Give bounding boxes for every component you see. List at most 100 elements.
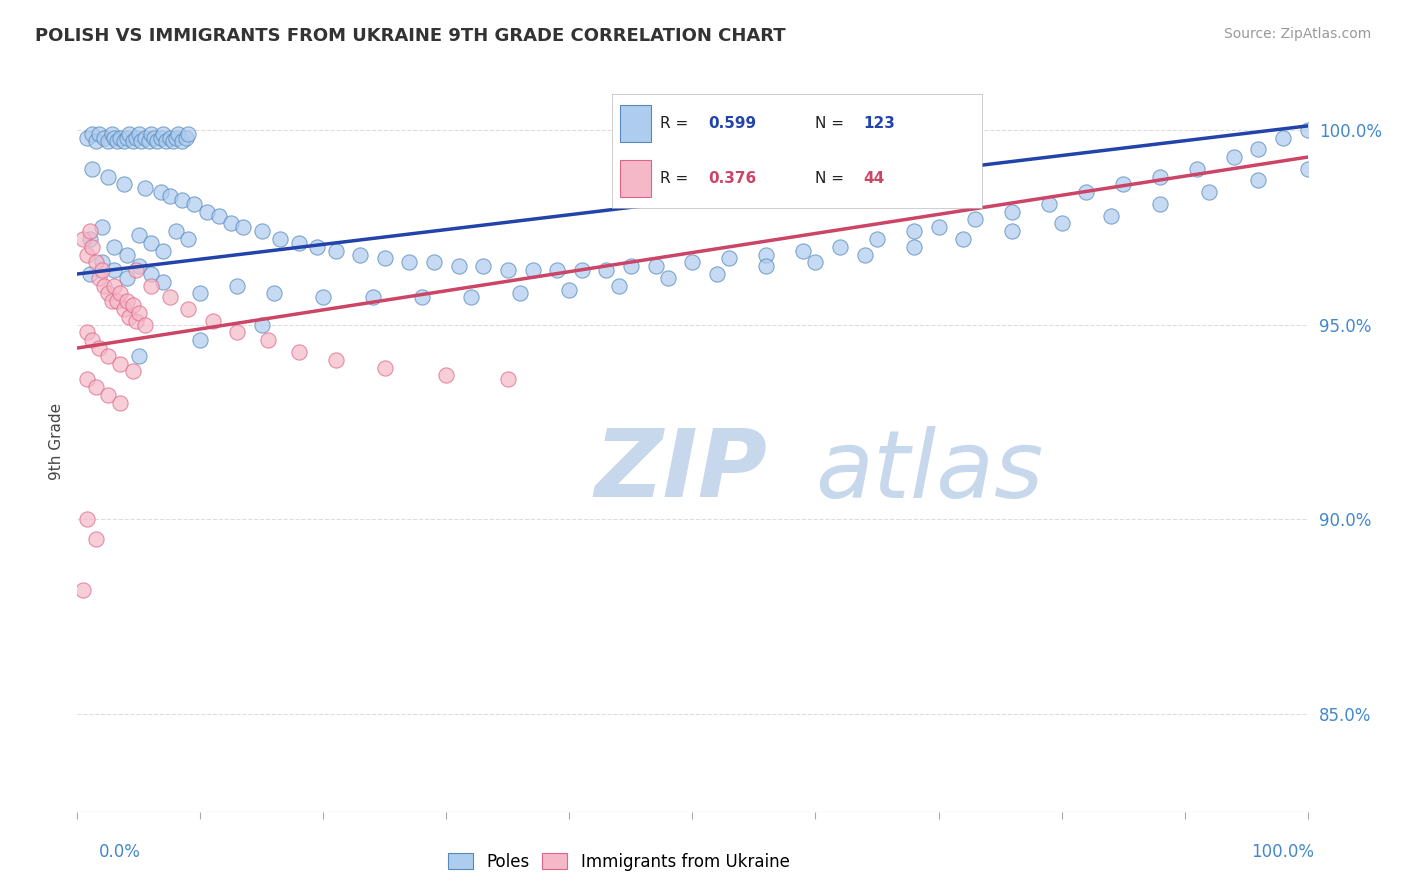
Point <box>105 135 128 149</box>
Point <box>1247 173 1270 187</box>
Point <box>263 286 285 301</box>
Point <box>125 314 148 328</box>
Point <box>155 135 177 149</box>
Point <box>257 333 280 347</box>
Text: 0.0%: 0.0% <box>98 843 141 861</box>
Point <box>112 135 135 149</box>
Point <box>226 278 249 293</box>
Point <box>90 220 114 235</box>
Point <box>103 130 125 145</box>
Point <box>361 290 384 304</box>
Point <box>546 263 568 277</box>
Point <box>103 263 125 277</box>
Point <box>307 240 329 254</box>
Point <box>325 352 347 367</box>
Point <box>718 252 741 266</box>
Point <box>72 582 94 597</box>
Point <box>97 169 120 184</box>
Point <box>79 267 101 281</box>
Point <box>134 181 156 195</box>
Point <box>110 286 132 301</box>
Point <box>112 301 135 316</box>
Point <box>103 278 125 293</box>
Point <box>447 259 470 273</box>
Point <box>90 255 114 269</box>
Text: Source: ZipAtlas.com: Source: ZipAtlas.com <box>1223 27 1371 41</box>
Point <box>150 185 173 199</box>
Point <box>903 240 925 254</box>
Point <box>84 380 107 394</box>
Point <box>188 286 212 301</box>
Point <box>141 235 163 250</box>
Point <box>830 240 852 254</box>
Point <box>152 275 174 289</box>
Point <box>142 130 165 145</box>
Point <box>82 161 104 176</box>
Point <box>82 333 104 347</box>
Point <box>152 244 174 258</box>
Point <box>165 130 187 145</box>
Point <box>866 232 889 246</box>
Point <box>183 197 205 211</box>
Point <box>121 135 143 149</box>
Point <box>1001 224 1024 238</box>
Point <box>226 326 249 340</box>
Point <box>325 244 347 258</box>
Point <box>1296 161 1319 176</box>
Point <box>1112 178 1135 192</box>
Point <box>105 294 128 309</box>
Point <box>152 127 174 141</box>
Point <box>288 235 311 250</box>
Point <box>165 224 187 238</box>
Point <box>509 286 531 301</box>
Point <box>89 341 111 355</box>
Point <box>174 130 197 145</box>
Point <box>82 240 104 254</box>
Point <box>150 130 173 145</box>
Point <box>159 290 181 304</box>
Point <box>965 212 987 227</box>
Point <box>1001 204 1024 219</box>
Point <box>84 255 107 269</box>
Point <box>755 247 778 261</box>
Point <box>644 259 666 273</box>
Point <box>115 271 138 285</box>
Point <box>97 349 120 363</box>
Point <box>374 252 396 266</box>
Point <box>232 220 254 235</box>
Point <box>607 278 630 293</box>
Point <box>121 298 143 312</box>
Text: atlas: atlas <box>815 425 1043 516</box>
Point <box>1038 197 1060 211</box>
Point <box>167 127 190 141</box>
Point <box>853 247 876 261</box>
Point <box>423 255 446 269</box>
Point <box>1185 161 1208 176</box>
Point <box>146 135 169 149</box>
Point <box>138 135 160 149</box>
Point <box>121 364 143 378</box>
Point <box>141 127 163 141</box>
Point <box>72 232 94 246</box>
Point <box>558 283 581 297</box>
Point <box>84 532 107 546</box>
Point <box>115 294 138 309</box>
Point <box>76 326 98 340</box>
Point <box>792 244 814 258</box>
Point <box>288 345 311 359</box>
Point <box>208 209 231 223</box>
Point <box>682 255 704 269</box>
Point <box>115 130 138 145</box>
Point <box>115 247 138 261</box>
Point <box>755 259 778 273</box>
Point <box>177 301 200 316</box>
Point <box>125 130 148 145</box>
Point <box>110 130 132 145</box>
Point <box>128 306 150 320</box>
Point <box>804 255 827 269</box>
Point <box>170 193 193 207</box>
Point <box>89 271 111 285</box>
Point <box>128 227 150 242</box>
Point <box>374 360 396 375</box>
Point <box>141 278 163 293</box>
